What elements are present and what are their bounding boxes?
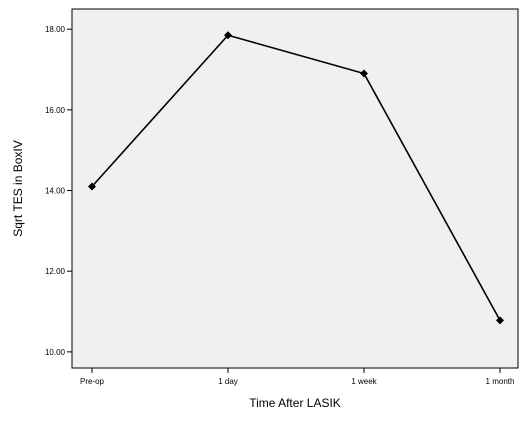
x-axis-title: Time After LASIK [249, 396, 341, 410]
y-tick-label: 16.00 [45, 106, 66, 115]
series-line [91, 34, 501, 321]
y-axis-ticks: 10.00 12.00 14.00 16.00 18.00 [45, 25, 72, 357]
y-tick-label: 12.00 [45, 267, 66, 276]
y-tick-label: 10.00 [45, 348, 66, 357]
x-tick-label: 1 month [486, 377, 515, 386]
data-point-marker [224, 31, 232, 40]
y-tick-label: 14.00 [45, 187, 66, 196]
plot-area [71, 8, 519, 369]
data-point-marker [496, 316, 504, 325]
x-tick-label: Pre-op [80, 377, 105, 386]
x-axis-ticks: Pre-op 1 day 1 week 1 month [80, 368, 514, 386]
y-tick-label: 18.00 [45, 25, 66, 34]
data-point-marker [360, 69, 368, 78]
data-points [88, 31, 504, 325]
y-axis-title: Sqrt TES in BoxIV [11, 140, 25, 237]
x-tick-label: 1 week [351, 377, 377, 386]
x-tick-label: 1 day [218, 377, 238, 386]
data-point-marker [88, 182, 96, 191]
